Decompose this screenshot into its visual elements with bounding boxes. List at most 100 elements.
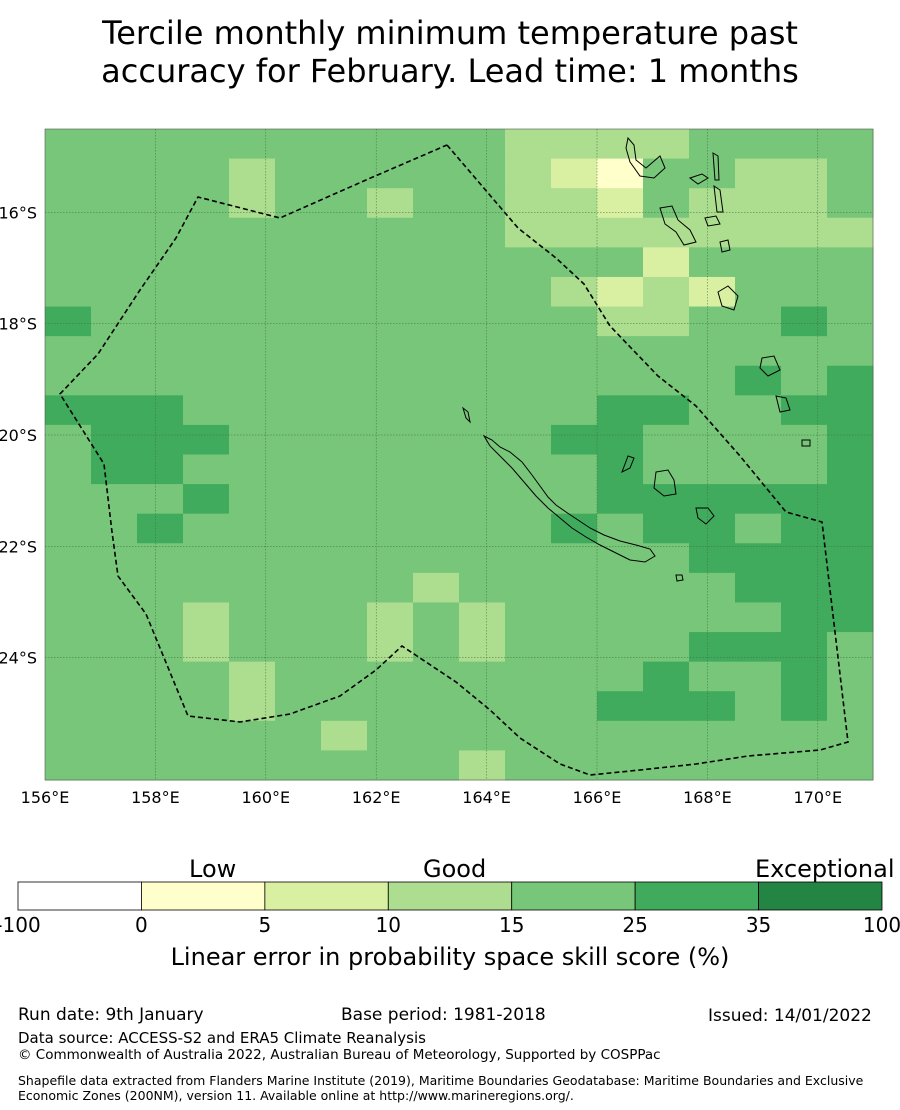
skill-cell [643, 365, 690, 396]
skill-cell [735, 720, 782, 751]
skill-cell [91, 661, 138, 692]
skill-cell [321, 158, 368, 189]
skill-cell [551, 720, 598, 751]
skill-cell [551, 632, 598, 663]
skill-cell [827, 247, 874, 278]
skill-cell [367, 543, 414, 574]
x-axis-ticks: 156°E 158°E 160°E 162°E 164°E 166°E 168°E 170°E [21, 788, 842, 807]
skill-cell [459, 632, 506, 663]
skill-cell [551, 365, 598, 396]
skill-cell [45, 276, 92, 308]
skill-cell [597, 365, 644, 396]
skill-cell [505, 484, 552, 515]
skill-cell [689, 543, 736, 574]
skill-cell [827, 336, 874, 367]
skill-cell [735, 158, 782, 189]
skill-cell [321, 543, 368, 574]
skill-cell [689, 720, 736, 751]
skill-cell [45, 632, 92, 663]
skill-cell [597, 750, 644, 781]
skill-cell [643, 247, 690, 278]
skill-cell [321, 661, 368, 692]
skill-cell [229, 632, 276, 663]
skill-cell [137, 513, 184, 544]
skill-cell [459, 572, 506, 603]
skill-cell [551, 661, 598, 692]
colorbar-tick: 25 [622, 913, 648, 937]
skill-cell [827, 632, 874, 663]
skill-cell [91, 750, 138, 781]
ambrym-island [704, 215, 721, 227]
skill-cell [275, 484, 322, 515]
skill-cell [643, 158, 690, 189]
skill-cell [781, 513, 828, 544]
skill-cell [781, 691, 828, 722]
skill-cell [367, 129, 414, 160]
issued-date: Issued: 14/01/2022 [708, 1006, 872, 1026]
copyright: © Commonwealth of Australia 2022, Austra… [18, 1047, 661, 1063]
skill-cell [321, 129, 368, 160]
colorbar-category-exceptional: Exceptional [755, 855, 895, 883]
skill-cell [735, 336, 782, 367]
skill-cell [505, 158, 552, 189]
skill-cell [275, 750, 322, 781]
skill-cell [91, 365, 138, 396]
skill-cell [597, 336, 644, 367]
skill-cell [367, 365, 414, 396]
base-period: Base period: 1981-2018 [341, 1005, 546, 1025]
skill-cell [183, 720, 230, 751]
skill-cell [91, 188, 138, 219]
skill-cell [229, 543, 276, 574]
skill-cell [597, 720, 644, 751]
epi-island [719, 239, 731, 253]
colorbar-label: Linear error in probability space skill … [170, 943, 730, 971]
skill-cell [459, 691, 506, 722]
skill-cell [275, 632, 322, 663]
colorbar-tick: 100 [862, 913, 900, 937]
skill-cell [183, 276, 230, 308]
skill-cell [229, 513, 276, 544]
skill-cell [643, 602, 690, 633]
skill-cell [597, 454, 644, 485]
skill-cell [229, 276, 276, 308]
skill-cell [275, 276, 322, 308]
skill-cell [597, 543, 644, 574]
skill-cell [229, 395, 276, 426]
skill-cell [689, 602, 736, 633]
skill-cell [689, 661, 736, 692]
skill-cell [413, 602, 460, 633]
skill-cell [689, 750, 736, 781]
skill-cell [597, 395, 644, 426]
isle-of-pines [675, 574, 684, 582]
skill-cell [505, 424, 552, 455]
skill-cell [137, 691, 184, 722]
skill-cell [827, 217, 874, 248]
skill-cell [551, 217, 598, 248]
skill-cell [275, 691, 322, 722]
colorbar-tick: 5 [258, 913, 272, 937]
skill-cell [551, 572, 598, 603]
skill-cell [551, 158, 598, 189]
skill-cell [45, 750, 92, 781]
skill-cell [45, 513, 92, 544]
skill-cell [505, 336, 552, 367]
colorbar-tick: 35 [745, 913, 772, 937]
skill-cell [827, 720, 874, 751]
skill-cell [551, 691, 598, 722]
graticule [45, 129, 873, 780]
skill-cell [91, 336, 138, 367]
skill-cell [137, 454, 184, 485]
colorbar-swatch [387, 881, 513, 911]
y-tick-label: 22°S [0, 537, 37, 556]
skill-cell [735, 513, 782, 544]
skill-cell [459, 276, 506, 308]
skill-cell [275, 395, 322, 426]
skill-cell [91, 247, 138, 278]
skill-cell [183, 217, 230, 248]
skill-cell [459, 188, 506, 219]
skill-cell [321, 632, 368, 663]
skill-cell [459, 158, 506, 189]
skill-cell [229, 720, 276, 751]
skill-cell [827, 129, 874, 160]
skill-cell [321, 365, 368, 396]
